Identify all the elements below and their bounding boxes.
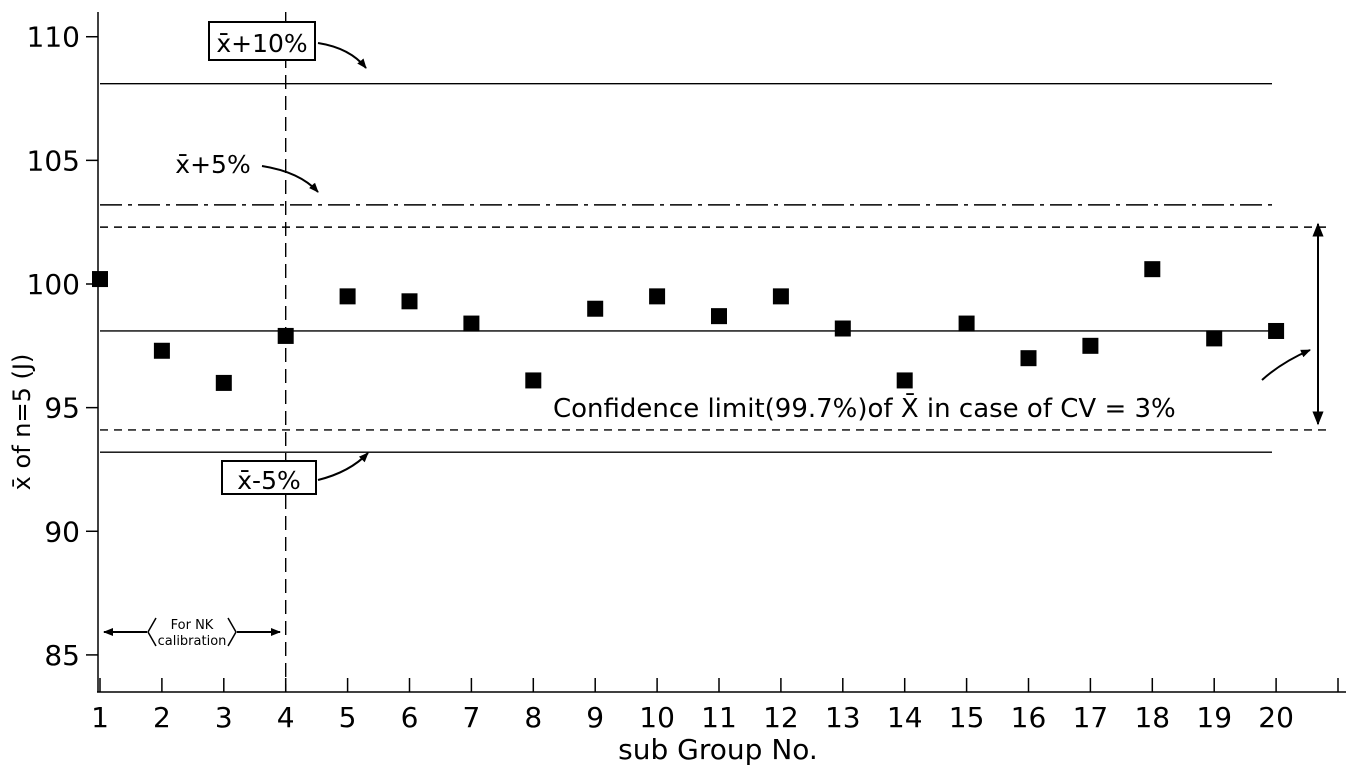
confidence-label: Confidence limit(99.7%)of X̄ in case of … [553,392,1176,424]
x-tick-label: 14 [887,701,923,734]
x-tick-label: 17 [1073,701,1109,734]
y-tick-label: 110 [27,21,80,54]
label-box-plus10 [208,21,316,61]
label-plus5-arrow [261,165,319,193]
x-tick-label: 6 [401,701,419,734]
data-point [1206,330,1223,347]
x-tick-label: 16 [1011,701,1047,734]
label-plus10-arrow [317,42,367,69]
y-tick-group: 85 90 95 100 105 110 [27,21,98,672]
x-tick-label: 9 [586,701,604,734]
x-axis-label: sub Group No. [618,733,818,766]
y-axis-label: x̄ of n=5 (J) [8,354,36,491]
x-tick-label: 1 [91,701,109,734]
data-point [92,271,108,288]
x-tick-label: 3 [215,701,233,734]
calibration-bracket-left [147,617,157,647]
label-minus5: x̄̄-5% [237,466,300,495]
y-tick-label: 100 [27,268,80,301]
label-plus5: x̄̄+5% [175,150,250,179]
calibration-bracket-right [227,617,237,647]
reference-line-group [100,83,1328,453]
data-point [1020,350,1037,367]
data-point [525,372,542,389]
confidence-label-arrow [1261,349,1311,381]
calibration-label-line1: For NK [171,618,214,633]
data-point [834,320,851,337]
label-minus5-arrow [317,452,369,481]
data-point [215,374,232,391]
x-tick-label: 4 [277,701,295,734]
data-point [339,288,356,305]
x-tick-label: 10 [639,701,675,734]
data-point [401,293,418,310]
x-tick-label: 13 [825,701,861,734]
x-tick-label: 12 [763,701,799,734]
data-point [153,342,170,359]
data-point [711,308,727,325]
data-point [463,315,480,332]
data-point [896,372,913,389]
data-point [1082,337,1099,354]
x-tick-label: 8 [524,701,542,734]
x-tick-label: 11 [701,701,737,734]
x-tick-label: 18 [1134,701,1170,734]
x-tick-label: 5 [339,701,357,734]
data-point [772,288,789,305]
data-point [1144,261,1161,278]
data-point [958,315,975,332]
x-tick-label: 19 [1196,701,1232,734]
data-point-group [92,261,1285,391]
x-tick-label: 7 [462,701,480,734]
y-tick-label: 95 [44,392,80,425]
calibration-label-line2: calibration [158,634,227,649]
x-tick-label: 2 [153,701,171,734]
label-box-minus5 [221,460,317,495]
y-tick-label: 90 [44,515,80,548]
label-plus10: x̄̄+10% [216,29,307,58]
data-point [1268,322,1285,339]
data-point [587,300,604,317]
x-tick-label: 15 [949,701,985,734]
y-tick-label: 85 [44,639,80,672]
y-tick-label: 105 [27,144,80,177]
x-tick-label: 20 [1258,701,1294,734]
data-point [649,288,666,305]
x-tick-group: 1 2 3 4 5 6 7 8 9 10 11 12 13 14 15 16 17 18 19 20 [91,678,1339,734]
data-point [277,327,294,344]
